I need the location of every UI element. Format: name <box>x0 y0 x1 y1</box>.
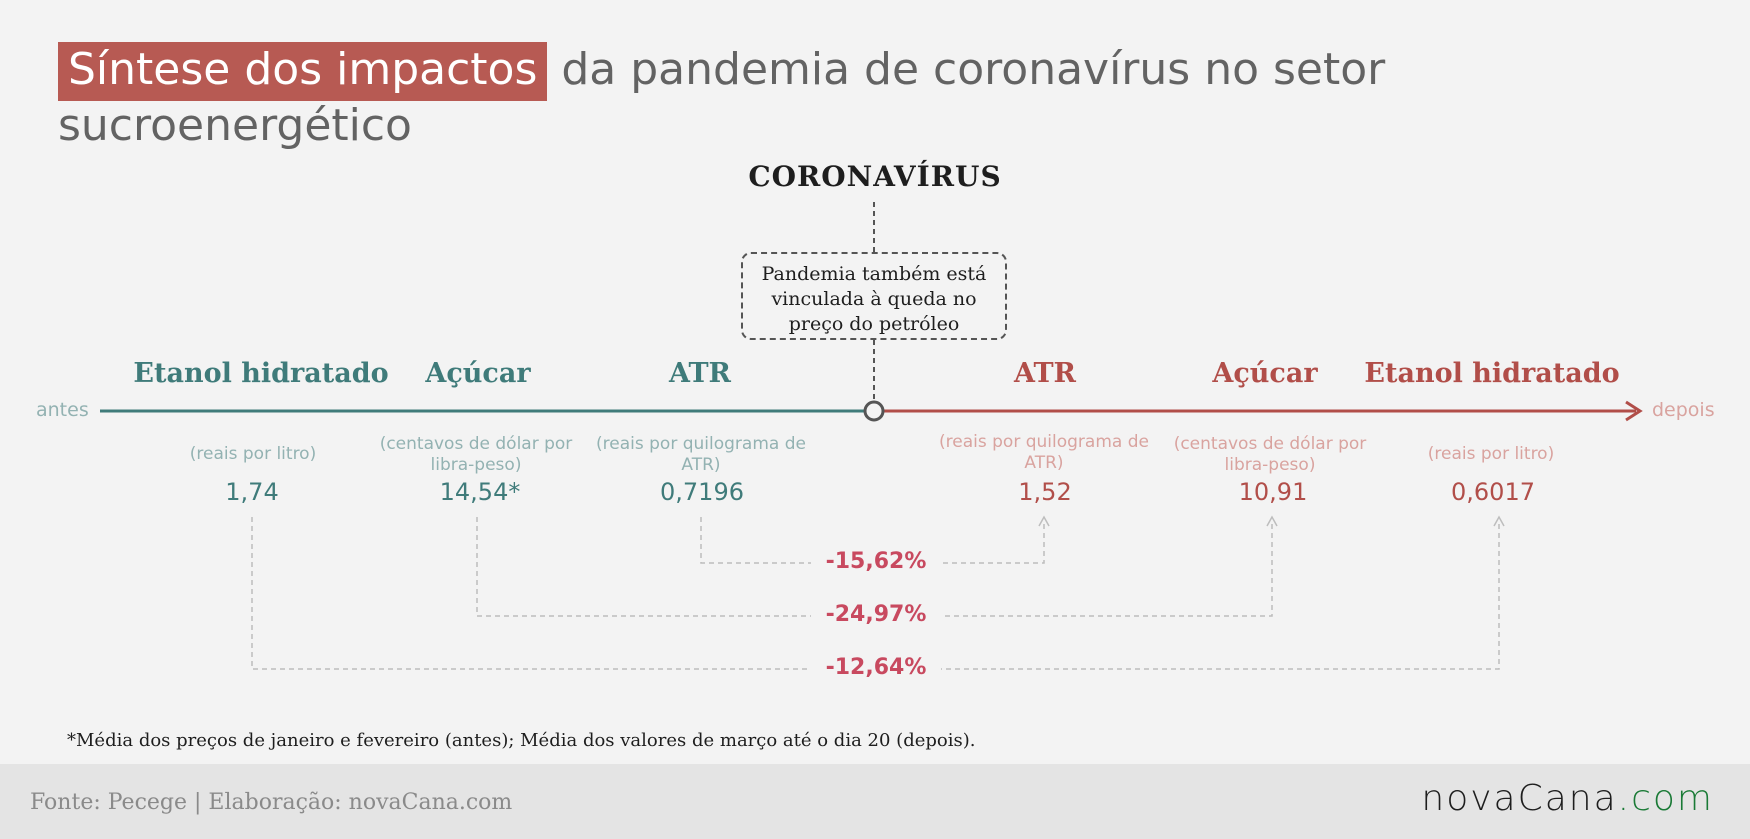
axis-right-label: depois <box>1652 399 1715 421</box>
after-etanol-name: Etanol hidratado <box>1364 358 1620 389</box>
logo-suffix: .com <box>1617 778 1714 819</box>
source-text: Fonte: Pecege | Elaboração: novaCana.com <box>30 790 513 815</box>
after-etanol-value: 0,6017 <box>1451 478 1535 506</box>
axis-left-label: antes <box>36 399 89 421</box>
before-acucar-value: 14,54* <box>439 478 521 506</box>
page-title: Síntese dos impactos da pandemia de coro… <box>58 42 1558 154</box>
bracket-etanol-arrow <box>1493 515 1505 527</box>
footnote: *Média dos preços de janeiro e fevereiro… <box>67 730 976 751</box>
before-acucar-unit: (centavos de dólar por libra-peso) <box>379 434 573 475</box>
after-acucar-name: Açúcar <box>1212 358 1318 389</box>
bracket-atr-arrow <box>1038 515 1050 527</box>
before-atr-unit: (reais por quilograma de ATR) <box>596 434 806 475</box>
timeline-arrowhead <box>1625 400 1643 422</box>
change-etanol: -12,64% <box>811 655 941 680</box>
before-etanol-value: 1,74 <box>225 478 279 506</box>
before-etanol-unit: (reais por litro) <box>189 444 317 464</box>
before-etanol-name: Etanol hidratado <box>133 358 389 389</box>
footer: Fonte: Pecege | Elaboração: novaCana.com… <box>0 764 1750 839</box>
title-rest: da pandemia de coronavírus no setor sucr… <box>58 44 1386 151</box>
novacana-logo: novaCana.com <box>1421 778 1714 819</box>
before-atr-value: 0,7196 <box>660 478 744 506</box>
after-acucar-value: 10,91 <box>1238 478 1308 506</box>
bracket-acucar-arrow <box>1266 515 1278 527</box>
change-atr: -15,62% <box>811 549 941 574</box>
title-highlight: Síntese dos impactos <box>58 42 548 101</box>
event-label: CORONAVÍRUS <box>748 160 1002 193</box>
event-marker <box>863 400 885 422</box>
callout-box: Pandemia também está vinculada à queda n… <box>741 252 1007 340</box>
before-acucar-name: Açúcar <box>425 358 531 389</box>
after-acucar-unit: (centavos de dólar por libra-peso) <box>1173 434 1367 475</box>
after-atr-value: 1,52 <box>1018 478 1072 506</box>
before-atr-name: ATR <box>668 358 731 389</box>
after-atr-unit: (reais por quilograma de ATR) <box>939 432 1149 473</box>
logo-main: novaCana <box>1421 778 1618 819</box>
after-atr-name: ATR <box>1013 358 1076 389</box>
change-acucar: -24,97% <box>811 602 941 627</box>
bracket-etanol <box>251 517 1500 670</box>
after-etanol-unit: (reais por litro) <box>1427 444 1555 464</box>
